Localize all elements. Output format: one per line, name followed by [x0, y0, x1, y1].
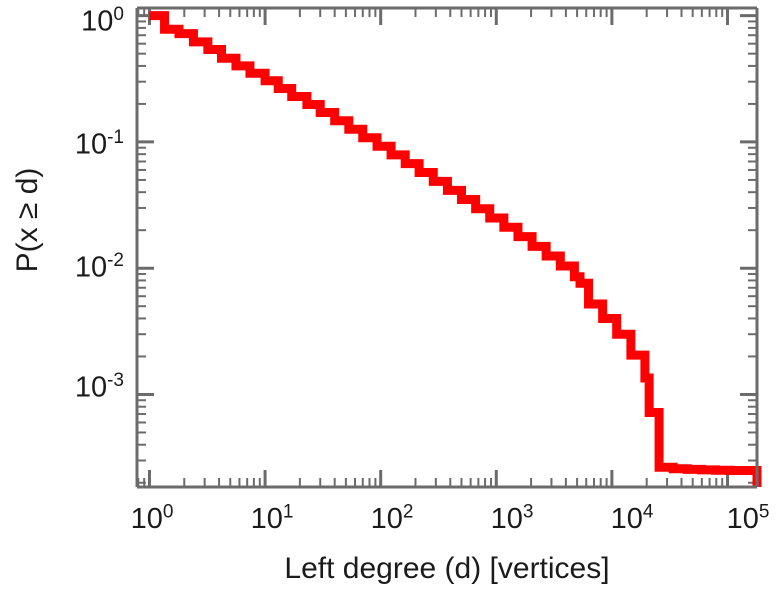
x-tick-label-1e3: 103: [490, 501, 534, 536]
y-tick-exponent: 0: [113, 3, 124, 25]
x-tick-label-1e1: 101: [250, 501, 294, 536]
y-tick-label-1em3: 10-3: [8, 369, 124, 405]
y-tick-mantissa: 10: [74, 251, 108, 284]
data-series-group: [149, 11, 762, 487]
x-tick-label-1e5: 105: [726, 501, 770, 536]
y-tick-exponent: -2: [107, 249, 124, 271]
y-tick-exponent: -1: [107, 126, 124, 148]
y-tick-label-1em1: 10-1: [8, 126, 124, 162]
x-tick-mantissa: 10: [610, 503, 643, 535]
x-tick-label-1e2: 102: [370, 501, 414, 536]
x-tick-exponent: 2: [402, 501, 414, 523]
x-tick-exponent: 1: [282, 501, 294, 523]
x-axis-label-wrapper: Left degree (d) [vertices]: [137, 552, 757, 586]
x-tick-exponent: 4: [642, 501, 654, 523]
plot-area-background: [137, 8, 757, 487]
y-tick-label-1e0: 100: [14, 3, 124, 39]
x-tick-exponent: 5: [758, 501, 770, 523]
x-tick-label-1e4: 104: [610, 501, 654, 536]
x-tick-mantissa: 10: [370, 503, 403, 535]
x-tick-mantissa: 10: [490, 503, 523, 535]
axis-frame: [135, 6, 759, 489]
y-tick-mantissa: 10: [81, 5, 114, 38]
series-line-left-degree-ccdf: [149, 11, 762, 487]
y-tick-label-1em2: 10-2: [8, 249, 124, 285]
y-tick-exponent: -3: [107, 369, 124, 391]
x-tick-mantissa: 10: [130, 503, 163, 535]
x-tick-exponent: 3: [522, 501, 534, 523]
x-axis-label: Left degree (d) [vertices]: [284, 552, 610, 585]
x-tick-mantissa: 10: [250, 503, 283, 535]
y-tick-mantissa: 10: [74, 371, 108, 404]
y-tick-mantissa: 10: [74, 128, 108, 161]
x-tick-label-1e0: 100: [130, 501, 174, 536]
x-tick-exponent: 0: [162, 501, 174, 523]
x-tick-mantissa: 10: [726, 503, 759, 535]
